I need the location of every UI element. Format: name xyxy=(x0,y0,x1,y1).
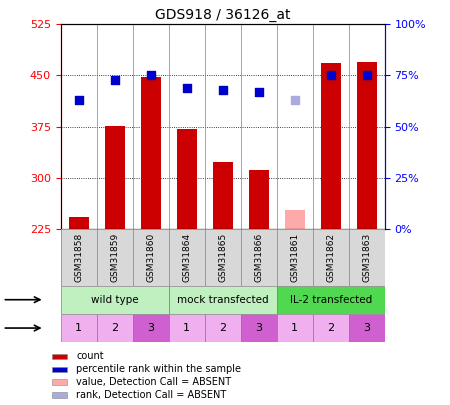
Bar xyxy=(277,229,313,286)
Text: 2: 2 xyxy=(111,323,118,333)
Bar xyxy=(69,217,89,229)
Text: IL-2 transfected: IL-2 transfected xyxy=(290,295,372,305)
Text: 3: 3 xyxy=(147,323,154,333)
Bar xyxy=(285,211,305,229)
Bar xyxy=(97,229,133,286)
Bar xyxy=(277,286,385,314)
Bar xyxy=(313,229,349,286)
Text: 3: 3 xyxy=(363,323,370,333)
Text: 1: 1 xyxy=(75,323,82,333)
Bar xyxy=(249,170,269,229)
Text: rank, Detection Call = ABSENT: rank, Detection Call = ABSENT xyxy=(76,390,226,400)
Bar xyxy=(213,162,233,229)
Point xyxy=(147,72,154,79)
Text: 1: 1 xyxy=(183,323,190,333)
Bar xyxy=(205,314,241,342)
Bar xyxy=(133,229,169,286)
Text: mock transfected: mock transfected xyxy=(177,295,269,305)
Point xyxy=(255,89,262,95)
Bar xyxy=(52,379,68,385)
Text: percentile rank within the sample: percentile rank within the sample xyxy=(76,364,241,374)
Text: count: count xyxy=(76,352,104,361)
Bar xyxy=(105,126,125,229)
Text: GSM31864: GSM31864 xyxy=(182,232,191,282)
Bar xyxy=(349,229,385,286)
Text: GSM31865: GSM31865 xyxy=(218,232,227,282)
Point xyxy=(291,97,298,103)
Point xyxy=(111,76,118,83)
Bar xyxy=(241,229,277,286)
Point xyxy=(219,87,226,93)
Text: 3: 3 xyxy=(255,323,262,333)
Bar xyxy=(169,286,277,314)
Bar xyxy=(277,314,313,342)
Point xyxy=(183,85,190,91)
Text: GSM31863: GSM31863 xyxy=(362,232,371,282)
Title: GDS918 / 36126_at: GDS918 / 36126_at xyxy=(155,8,291,22)
Bar xyxy=(169,314,205,342)
Bar xyxy=(313,314,349,342)
Text: GSM31866: GSM31866 xyxy=(254,232,263,282)
Bar xyxy=(52,354,68,359)
Bar xyxy=(52,392,68,398)
Point xyxy=(75,97,82,103)
Point xyxy=(363,72,370,79)
Text: GSM31859: GSM31859 xyxy=(110,232,119,282)
Bar xyxy=(97,314,133,342)
Bar xyxy=(177,129,197,229)
Bar xyxy=(133,314,169,342)
Bar xyxy=(61,229,97,286)
Bar xyxy=(169,229,205,286)
Bar xyxy=(61,286,169,314)
Bar xyxy=(61,314,97,342)
Text: GSM31862: GSM31862 xyxy=(326,232,335,282)
Bar xyxy=(349,314,385,342)
Text: 2: 2 xyxy=(327,323,334,333)
Bar xyxy=(141,77,161,229)
Text: 2: 2 xyxy=(219,323,226,333)
Text: GSM31861: GSM31861 xyxy=(290,232,299,282)
Text: wild type: wild type xyxy=(91,295,139,305)
Bar xyxy=(357,62,377,229)
Text: value, Detection Call = ABSENT: value, Detection Call = ABSENT xyxy=(76,377,231,387)
Bar xyxy=(205,229,241,286)
Text: 1: 1 xyxy=(291,323,298,333)
Bar xyxy=(241,314,277,342)
Point xyxy=(327,72,334,79)
Text: GSM31858: GSM31858 xyxy=(74,232,83,282)
Bar xyxy=(52,367,68,372)
Text: GSM31860: GSM31860 xyxy=(146,232,155,282)
Bar xyxy=(321,63,341,229)
